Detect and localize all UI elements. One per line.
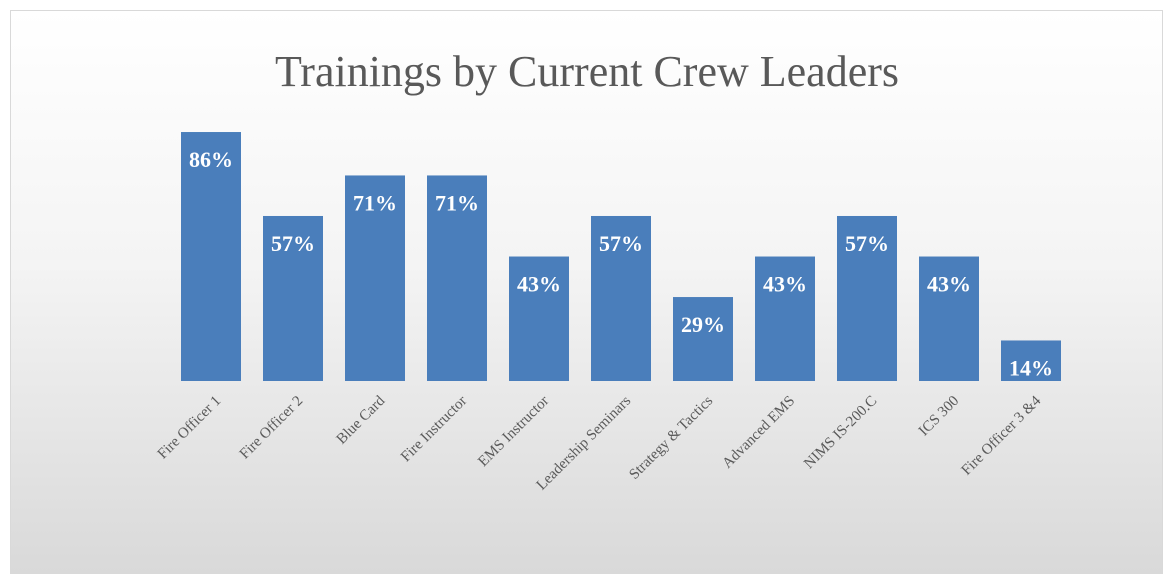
bar [1001,340,1061,381]
chart-title: Trainings by Current Crew Leaders [275,47,899,96]
value-label: 71% [353,191,397,216]
value-label: 43% [763,272,807,297]
bar [591,215,651,381]
bar [181,132,241,381]
value-label: 43% [517,272,561,297]
bar [673,297,733,381]
bar [509,256,569,381]
value-label: 14% [1009,356,1053,381]
value-label: 57% [845,231,889,256]
value-label: 43% [927,272,971,297]
value-label: 71% [435,191,479,216]
value-label: 57% [599,231,643,256]
bar [345,175,405,381]
value-label: 57% [271,231,315,256]
bar [427,175,487,381]
bar [755,256,815,381]
value-label: 86% [189,147,233,172]
bar [919,256,979,381]
bar [263,215,323,381]
value-label: 29% [681,312,725,337]
bar [837,215,897,381]
